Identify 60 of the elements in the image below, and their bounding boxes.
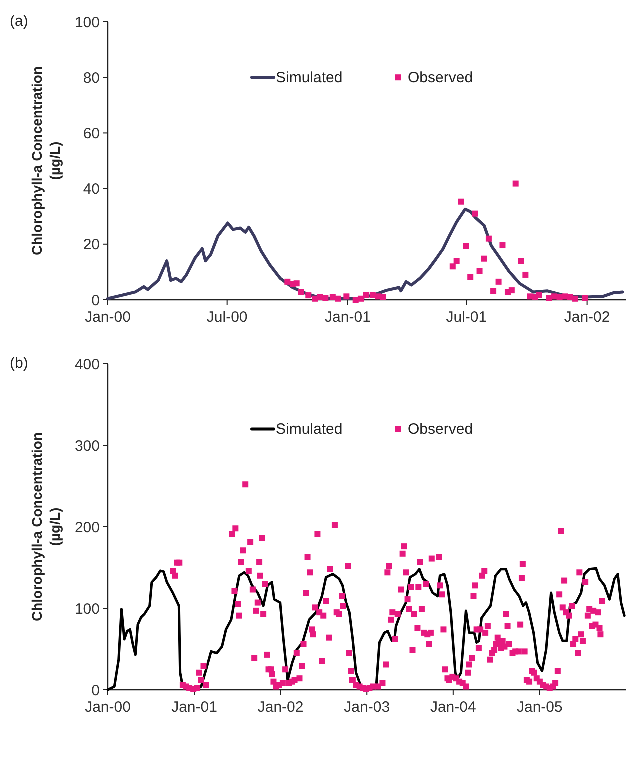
y-tick-label: 20: [83, 236, 100, 254]
x-tick-label: Jan-00: [85, 699, 131, 716]
y-tick-label: 60: [83, 125, 100, 142]
legend-label: Simulated: [276, 70, 343, 87]
y-tick-label: 200: [74, 519, 100, 536]
legend-label: Simulated: [276, 421, 343, 438]
point: [380, 294, 386, 300]
point: [518, 258, 524, 264]
x-tick-label: Jul-00: [206, 309, 248, 326]
chart-title: (a): [10, 13, 28, 30]
y-axis-title: Chlorophyll-a Concentration (µg/L): [29, 66, 63, 256]
legend-label: Observed: [408, 421, 474, 438]
point: [294, 280, 300, 287]
point: [454, 258, 460, 264]
x-tick-label: Jan-02: [564, 309, 610, 326]
point: [463, 243, 470, 250]
y-tick-label: 100: [74, 14, 100, 32]
y-tick-label: 40: [83, 181, 100, 198]
x-tick-label: Jan-01: [325, 309, 371, 326]
x-tick-label: Jul-01: [446, 309, 488, 326]
point: [322, 295, 329, 302]
x-tick-label: Jan-04: [430, 699, 476, 716]
point: [582, 295, 588, 302]
point: [508, 288, 515, 294]
point: [472, 210, 478, 217]
x-tick-label: Jan-01: [172, 699, 218, 716]
point: [284, 278, 291, 285]
y-tick-label: 0: [92, 292, 100, 310]
point: [335, 296, 342, 302]
point: [306, 292, 312, 299]
point: [490, 288, 497, 294]
y-tick-label: 400: [74, 356, 100, 374]
point: [500, 242, 506, 249]
point: [358, 296, 364, 302]
point: [536, 292, 542, 298]
x-tick-label: Jan-00: [85, 309, 131, 326]
point: [344, 294, 350, 300]
point: [476, 268, 483, 274]
x-tick-label: Jan-05: [517, 699, 563, 716]
y-tick-label: 100: [74, 600, 100, 618]
y-axis-title: Chlorophyll-a Concentration (µg/L): [29, 432, 63, 622]
legend-label: Observed: [408, 70, 474, 87]
point: [298, 289, 304, 296]
point: [312, 296, 318, 302]
x-tick-label: Jan-03: [344, 699, 390, 716]
point: [450, 264, 456, 270]
point: [512, 180, 519, 187]
chart-title: (b): [10, 355, 28, 372]
y-tick-label: 300: [74, 438, 100, 455]
point: [572, 296, 579, 302]
point: [486, 236, 492, 242]
y-tick-label: 0: [92, 682, 100, 700]
point: [496, 278, 502, 285]
y-tick-label: 80: [83, 70, 100, 87]
point: [522, 272, 529, 278]
point: [481, 256, 488, 262]
point: [458, 198, 464, 205]
x-tick-label: Jan-02: [258, 699, 304, 716]
point: [363, 292, 370, 298]
point: [468, 274, 474, 280]
